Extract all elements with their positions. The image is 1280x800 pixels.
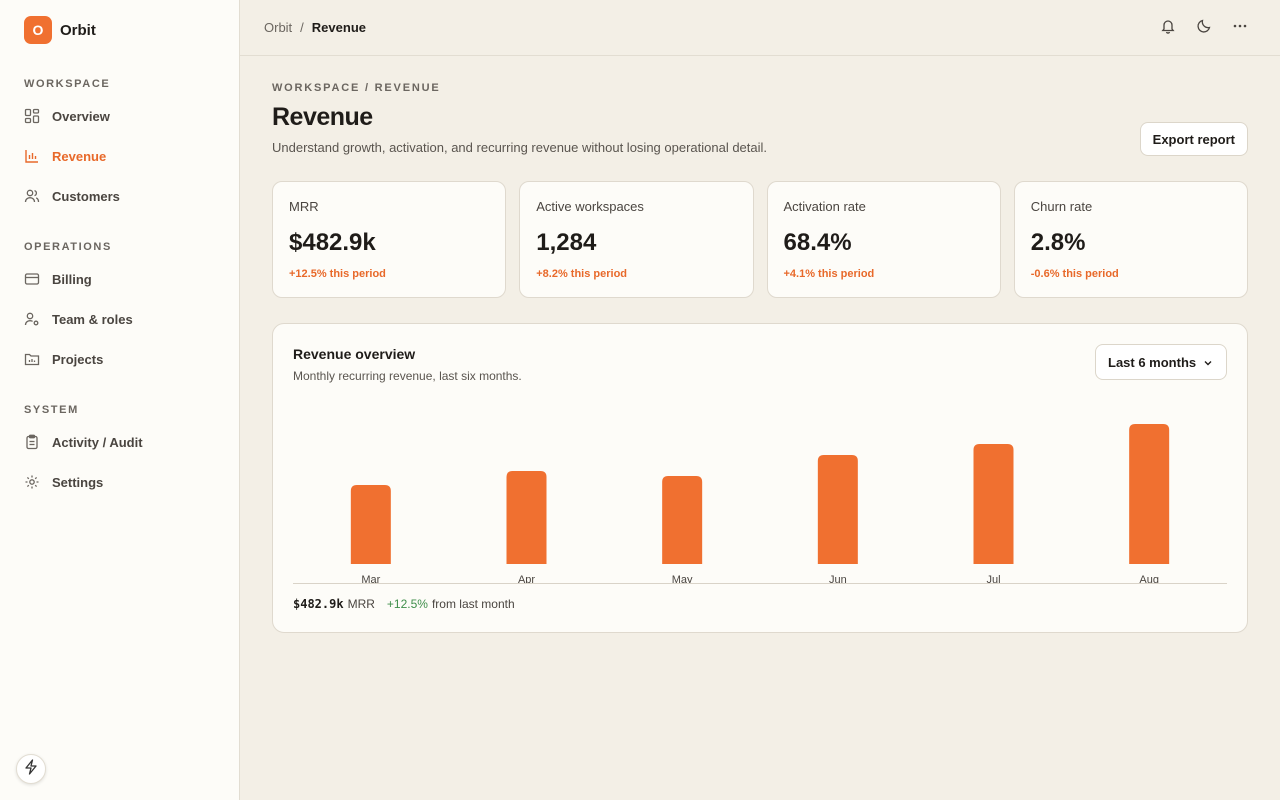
summary-mrr-value: $482.9k — [293, 597, 344, 611]
notifications-button[interactable] — [1158, 18, 1178, 38]
chart-bar-jul[interactable] — [973, 444, 1014, 564]
sidebar-item-label: Overview — [52, 108, 110, 124]
page-eyebrow: WORKSPACE / REVENUE — [272, 82, 441, 94]
panel-subtitle: Monthly recurring revenue, last six mont… — [293, 369, 522, 383]
sidebar-item-label: Revenue — [52, 148, 107, 164]
chart-bar-jun[interactable] — [817, 455, 858, 564]
chart-bar-mar[interactable] — [350, 485, 391, 564]
bell-icon — [1160, 18, 1176, 39]
nav-section-system: SYSTEM Activity / Audit Settings — [24, 403, 223, 502]
topbar-actions — [1142, 18, 1250, 38]
credit-card-icon — [24, 271, 40, 287]
sidebar-item-overview[interactable]: Overview — [24, 96, 223, 136]
kpi-label: MRR — [289, 199, 319, 214]
summary-mrr-unit: MRR — [347, 597, 375, 611]
sidebar-item-label: Projects — [52, 351, 104, 367]
sidebar-item-label: Billing — [52, 271, 92, 287]
sidebar-item-projects[interactable]: Projects — [24, 339, 223, 379]
page-title: Revenue — [272, 103, 373, 131]
revenue-bar-chart: Mar Apr May Jun Jul Aug — [350, 424, 1170, 584]
topbar: Orbit / Revenue — [240, 0, 1280, 56]
gear-icon — [24, 474, 40, 490]
sidebar-item-label: Settings — [52, 474, 104, 490]
user-cog-icon — [24, 311, 40, 327]
revenue-overview-panel: Revenue overview Monthly recurring reven… — [272, 323, 1248, 633]
kpi-card-churn-rate: Churn rate 2.8% -0.6% this period — [1013, 181, 1248, 298]
brand[interactable]: O Orbit — [24, 16, 96, 44]
breadcrumb-separator: / — [300, 20, 304, 35]
brand-logo: O — [24, 16, 52, 44]
chart-summary: $482.9k MRR +12.5% from last month — [293, 597, 515, 611]
dashboard-icon — [24, 108, 40, 124]
breadcrumb-current: Revenue — [311, 20, 366, 35]
x-tick-label: May — [672, 574, 693, 584]
x-tick-label: Aug — [1139, 574, 1159, 584]
kpi-label: Active workspaces — [536, 199, 644, 214]
export-report-button[interactable]: Export report — [1139, 122, 1248, 156]
chart-bar-apr[interactable] — [506, 471, 547, 564]
kpi-cards: MRR $482.9k +12.5% this period Active wo… — [272, 181, 1248, 298]
sidebar-item-activity-audit[interactable]: Activity / Audit — [24, 422, 223, 462]
kpi-card-active-workspaces: Active workspaces 1,284 +8.2% this perio… — [519, 181, 754, 298]
nav-section-workspace: WORKSPACE Overview Revenue Customers — [24, 77, 223, 216]
more-horizontal-icon — [1232, 18, 1248, 39]
chart-baseline — [293, 583, 1227, 584]
clipboard-icon — [24, 434, 40, 450]
sidebar-item-label: Customers — [52, 188, 120, 204]
panel-title: Revenue overview — [293, 346, 416, 362]
kpi-delta: +4.1% this period — [783, 268, 875, 280]
breadcrumb-root[interactable]: Orbit — [264, 20, 293, 35]
kpi-value: 1,284 — [536, 229, 597, 256]
kpi-delta: +12.5% this period — [289, 268, 386, 280]
bolt-icon — [24, 758, 38, 780]
kpi-label: Churn rate — [1030, 199, 1093, 214]
kpi-value: 68.4% — [783, 229, 852, 256]
summary-change-text: from last month — [431, 597, 515, 611]
sidebar-item-team-roles[interactable]: Team & roles — [24, 299, 223, 339]
section-label: WORKSPACE — [24, 78, 111, 90]
nav-section-operations: OPERATIONS Billing Team & roles Projects — [24, 240, 223, 379]
folder-chart-icon — [24, 351, 40, 367]
breadcrumb: Orbit / Revenue — [264, 20, 366, 35]
sidebar-item-revenue[interactable]: Revenue — [24, 136, 223, 176]
x-tick-label: Jul — [986, 574, 1000, 584]
chart-bar-may[interactable] — [662, 476, 703, 564]
kpi-value: $482.9k — [289, 229, 376, 256]
kpi-delta: +8.2% this period — [536, 268, 628, 280]
more-options-button[interactable] — [1230, 18, 1250, 38]
sidebar-item-customers[interactable]: Customers — [24, 176, 223, 216]
kpi-card-activation-rate: Activation rate 68.4% +4.1% this period — [766, 181, 1001, 298]
x-tick-label: Jun — [829, 574, 847, 584]
sidebar-item-settings[interactable]: Settings — [24, 462, 223, 502]
date-range-value: Last 6 months — [1108, 354, 1197, 370]
theme-toggle-button[interactable] — [1194, 18, 1214, 38]
bar-chart-icon — [24, 148, 40, 164]
chart-bar-aug[interactable] — [1129, 424, 1170, 564]
moon-icon — [1196, 18, 1212, 39]
sidebar-item-billing[interactable]: Billing — [24, 259, 223, 299]
users-icon — [24, 188, 40, 204]
sidebar-item-label: Team & roles — [52, 311, 133, 327]
sidebar-item-label: Activity / Audit — [52, 434, 143, 450]
section-label: SYSTEM — [24, 404, 79, 416]
brand-name: Orbit — [60, 21, 96, 39]
summary-change: +12.5% — [386, 597, 428, 611]
kpi-card-mrr: MRR $482.9k +12.5% this period — [272, 181, 507, 298]
kpi-label: Activation rate — [783, 199, 866, 214]
sidebar: O Orbit WORKSPACE Overview Revenue — [0, 0, 240, 800]
section-label: OPERATIONS — [24, 241, 112, 253]
kpi-value: 2.8% — [1030, 229, 1086, 256]
chevron-down-icon — [1202, 357, 1214, 372]
quick-action-button[interactable] — [16, 754, 46, 784]
x-tick-label: Mar — [361, 574, 380, 584]
x-tick-label: Apr — [518, 574, 535, 584]
date-range-select[interactable]: Last 6 months — [1095, 344, 1227, 380]
page-subtitle: Understand growth, activation, and recur… — [272, 140, 768, 155]
kpi-delta: -0.6% this period — [1030, 268, 1119, 280]
